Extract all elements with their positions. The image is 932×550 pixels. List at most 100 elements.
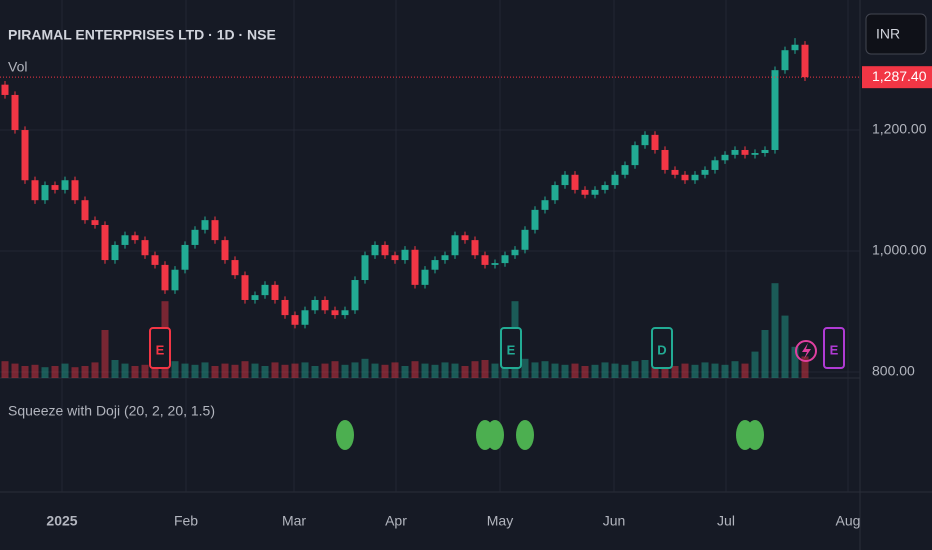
candle-body [671,169,679,175]
candle-body [241,275,249,300]
indicator-title: Squeeze with Doji (20, 2, 20, 1.5) [8,403,215,419]
volume-bar [641,360,649,378]
event-label: E [156,342,165,357]
candle-body [471,240,479,256]
volume-bar [771,283,779,378]
candle-body [761,149,769,154]
candle-body [391,255,399,261]
candle-body [91,220,99,225]
volume-bar [271,362,279,378]
volume-bar [671,366,679,378]
volume-bar [421,363,429,378]
volume-bar [151,362,159,378]
volume-bar [701,362,709,378]
currency-button[interactable] [865,13,927,55]
volume-pane [1,283,809,378]
candle-body [651,134,659,150]
volume-bar [241,361,249,378]
candle-body [701,169,709,175]
candle-body [111,244,119,261]
volume-bar [231,364,239,378]
candle-body [711,160,719,170]
candle-body [51,185,59,190]
x-tick-label: Jun [603,513,626,529]
candle-body [791,44,799,51]
candle-body [141,240,149,256]
volume-bar [551,363,559,378]
volume-bar [491,363,499,378]
x-tick-label: Feb [174,513,198,529]
squeeze-dot [516,420,534,450]
volume-bar [721,364,729,378]
volume-bar [441,362,449,378]
candle-body [221,240,229,261]
candle-body [371,244,379,256]
candle-body [71,180,79,201]
chart-title: PIRAMAL ENTERPRISES LTD · 1D · NSE [8,27,276,43]
volume-bar [731,361,739,378]
volume-label: Vol [8,59,27,75]
volume-bar [131,366,139,378]
volume-bar [521,358,529,378]
candle-body [571,174,579,190]
volume-bar [781,315,789,378]
volume-bar [261,366,269,378]
volume-bar [431,364,439,378]
candle-body [691,174,699,181]
candle-body [341,310,349,316]
candle-body [501,255,509,264]
volume-bar [541,361,549,378]
x-tick-label: Jul [717,513,735,529]
candle-body [741,149,749,155]
volume-bar [651,363,659,378]
candle-body [31,180,39,201]
volume-bar [201,362,209,378]
candle-body [581,189,589,195]
candle-body [551,185,559,201]
volume-bar [71,367,79,378]
volume-bar [341,364,349,378]
volume-bar [291,363,299,378]
volume-bar [251,363,259,378]
volume-bar [581,366,589,378]
event-label: D [657,342,666,357]
x-tick-label: 2025 [46,513,77,529]
candle-body [441,255,449,261]
candle-body [771,70,779,150]
squeeze-dot [746,420,764,450]
candle-body [661,149,669,170]
volume-bar [281,364,289,378]
candle-body [261,284,269,296]
volume-bar [331,361,339,378]
volume-bar [631,361,639,378]
candle-body [641,134,649,146]
currency-label[interactable]: INR [876,26,900,42]
volume-bar [191,364,199,378]
volume-bar [111,360,119,378]
volume-bar [321,363,329,378]
candle-body [121,235,129,245]
candle-body [721,154,729,161]
volume-bar [91,362,99,378]
volume-bar [51,366,59,378]
candle-body [631,145,639,166]
volume-bar [301,362,309,378]
volume-bar [1,361,9,378]
volume-bar [391,362,399,378]
y-tick-label: 1,200.00 [872,121,927,137]
candle-body [451,235,459,256]
candle-body [531,209,539,230]
candle-body [171,269,179,291]
x-tick-label: May [487,513,513,529]
candle-body [311,299,319,311]
candles [1,38,809,329]
candle-body [351,280,359,311]
volume-bar [121,363,129,378]
volume-bar [81,366,89,378]
candle-body [211,220,219,241]
event-label: E [830,342,839,357]
squeeze-dot [336,420,354,450]
candle-body [521,229,529,250]
